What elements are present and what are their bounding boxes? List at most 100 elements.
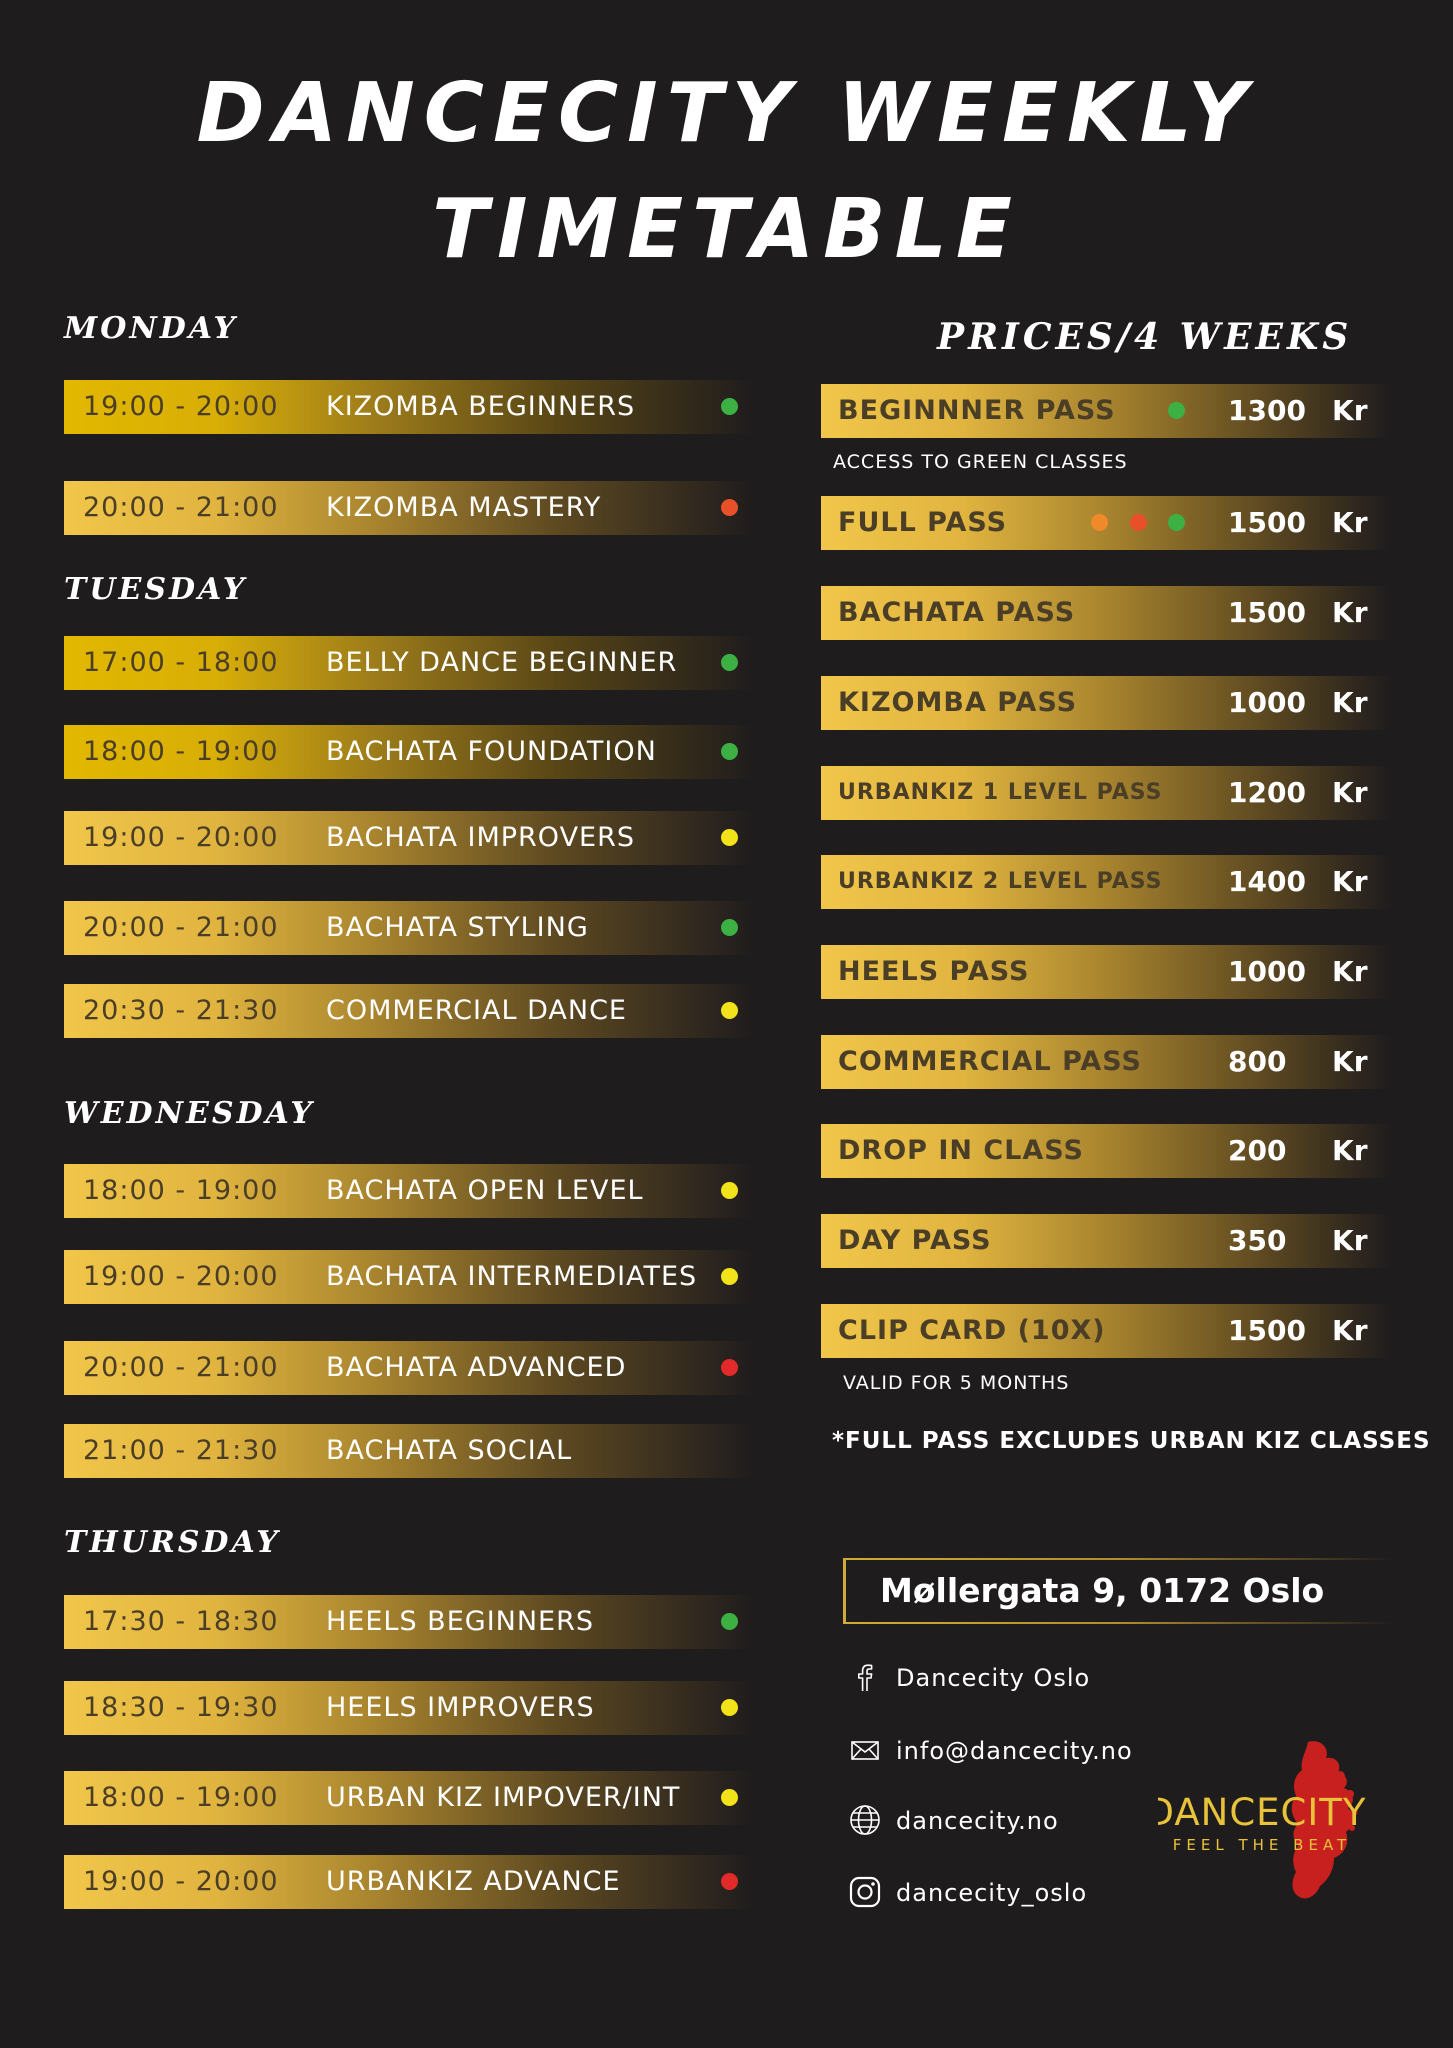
level-dot <box>1168 514 1185 531</box>
price-currency: Kr <box>1332 955 1368 988</box>
class-row: 20:00 - 21:00 BACHATA ADVANCED <box>64 1341 754 1395</box>
price-value: 1000 <box>1228 686 1306 719</box>
price-name: FULL PASS <box>838 507 1008 538</box>
price-name: CLIP CARD (10X) <box>838 1315 1106 1346</box>
price-currency: Kr <box>1332 1224 1368 1257</box>
class-name: BACHATA OPEN LEVEL <box>326 1175 644 1206</box>
level-dot <box>721 1268 738 1285</box>
class-row: 21:00 - 21:30 BACHATA SOCIAL <box>64 1424 754 1478</box>
level-dot <box>1168 402 1185 419</box>
class-time: 20:00 - 21:00 <box>83 1352 279 1383</box>
mail-icon <box>851 1741 879 1760</box>
logo-wordmark: DANCECITY <box>1158 1791 1367 1834</box>
class-row: 20:30 - 21:30 COMMERCIAL DANCE <box>64 984 754 1038</box>
class-row: 20:00 - 21:00 KIZOMBA MASTERY <box>64 481 754 535</box>
price-currency: Kr <box>1332 394 1368 427</box>
class-name: BACHATA INTERMEDIATES <box>326 1261 698 1292</box>
class-row: 18:00 - 19:00 BACHATA OPEN LEVEL <box>64 1164 754 1218</box>
class-time: 18:00 - 19:00 <box>83 1782 279 1813</box>
class-name: URBANKIZ ADVANCE <box>326 1866 621 1897</box>
price-currency: Kr <box>1332 686 1368 719</box>
class-row: 19:00 - 20:00 BACHATA IMPROVERS <box>64 811 754 865</box>
price-value: 1400 <box>1228 865 1306 898</box>
class-name: BACHATA ADVANCED <box>326 1352 627 1383</box>
level-dot <box>1091 514 1108 531</box>
class-time: 20:00 - 21:00 <box>83 492 279 523</box>
class-time: 19:00 - 20:00 <box>83 1261 279 1292</box>
level-dot <box>721 654 738 671</box>
price-name: URBANKIZ 1 LEVEL PASS <box>838 780 1163 805</box>
address-box: Møllergata 9, 0172 Oslo <box>843 1558 1394 1624</box>
price-name: COMMERCIAL PASS <box>838 1046 1142 1077</box>
level-dot <box>721 1002 738 1019</box>
class-time: 19:00 - 20:00 <box>83 1866 279 1897</box>
price-name: HEELS PASS <box>838 956 1030 987</box>
class-name: BELLY DANCE BEGINNER <box>326 647 678 678</box>
class-time: 19:00 - 20:00 <box>83 822 279 853</box>
class-row: 18:30 - 19:30 HEELS IMPROVERS <box>64 1681 754 1735</box>
price-value: 1200 <box>1228 776 1306 809</box>
class-time: 21:00 - 21:30 <box>83 1435 279 1466</box>
instagram-icon <box>849 1876 881 1908</box>
price-row: BEGINNNER PASS 1300 Kr <box>821 384 1391 438</box>
price-row: CLIP CARD (10X) 1500 Kr <box>821 1304 1391 1358</box>
class-time: 20:30 - 21:30 <box>83 995 279 1026</box>
dancecity-logo: DANCECITY FEEL THE BEAT <box>1158 1741 1367 1899</box>
class-time: 18:00 - 19:00 <box>83 1175 279 1206</box>
facebook-icon <box>858 1664 873 1691</box>
class-row: 19:00 - 20:00 KIZOMBA BEGINNERS <box>64 380 754 434</box>
price-value: 200 <box>1228 1134 1287 1167</box>
day-heading-monday: MONDAY <box>64 311 238 346</box>
class-time: 18:30 - 19:30 <box>83 1692 279 1723</box>
class-time: 18:00 - 19:00 <box>83 736 279 767</box>
class-row: 17:00 - 18:00 BELLY DANCE BEGINNER <box>64 636 754 690</box>
beginner-pass-note: ACCESS TO GREEN CLASSES <box>833 451 1128 473</box>
class-time: 17:30 - 18:30 <box>83 1606 279 1637</box>
price-name: DROP IN CLASS <box>838 1135 1084 1166</box>
level-dot <box>721 829 738 846</box>
price-name: URBANKIZ 2 LEVEL PASS <box>838 869 1163 894</box>
level-dot <box>721 1789 738 1806</box>
price-currency: Kr <box>1332 1045 1368 1078</box>
class-name: BACHATA SOCIAL <box>326 1435 573 1466</box>
price-value: 800 <box>1228 1045 1287 1078</box>
class-row: 19:00 - 20:00 URBANKIZ ADVANCE <box>64 1855 754 1909</box>
level-dot <box>721 1613 738 1630</box>
class-name: BACHATA FOUNDATION <box>326 736 657 767</box>
price-value: 1500 <box>1228 596 1306 629</box>
day-heading-thursday: THURSDAY <box>64 1525 281 1560</box>
level-dot <box>721 1182 738 1199</box>
class-name: URBAN KIZ IMPOVER/INT <box>326 1782 681 1813</box>
price-currency: Kr <box>1332 506 1368 539</box>
class-row: 18:00 - 19:00 BACHATA FOUNDATION <box>64 725 754 779</box>
class-row: 18:00 - 19:00 URBAN KIZ IMPOVER/INT <box>64 1771 754 1825</box>
level-dot <box>721 499 738 516</box>
website-text: dancecity.no <box>896 1807 1059 1835</box>
email-text: info@dancecity.no <box>896 1737 1133 1765</box>
price-row: COMMERCIAL PASS 800 Kr <box>821 1035 1391 1089</box>
price-name: KIZOMBA PASS <box>838 687 1078 718</box>
price-value: 350 <box>1228 1224 1287 1257</box>
price-currency: Kr <box>1332 1314 1368 1347</box>
level-dot <box>721 398 738 415</box>
instagram-text: dancecity_oslo <box>896 1879 1088 1907</box>
price-row: KIZOMBA PASS 1000 Kr <box>821 676 1391 730</box>
price-row: DAY PASS 350 Kr <box>821 1214 1391 1268</box>
price-currency: Kr <box>1332 776 1368 809</box>
day-heading-wednesday: WEDNESDAY <box>64 1096 315 1131</box>
prices-heading: PRICES/4 WEEKS <box>937 316 1353 358</box>
class-time: 20:00 - 21:00 <box>83 912 279 943</box>
price-row: HEELS PASS 1000 Kr <box>821 945 1391 999</box>
address-text: Møllergata 9, 0172 Oslo <box>880 1571 1325 1610</box>
level-dot <box>721 919 738 936</box>
class-row: 20:00 - 21:00 BACHATA STYLING <box>64 901 754 955</box>
price-row: URBANKIZ 2 LEVEL PASS 1400 Kr <box>821 855 1391 909</box>
level-dot <box>721 1699 738 1716</box>
class-name: HEELS BEGINNERS <box>326 1606 595 1637</box>
class-time: 17:00 - 18:00 <box>83 647 279 678</box>
price-row: URBANKIZ 1 LEVEL PASS 1200 Kr <box>821 766 1391 820</box>
day-heading-tuesday: TUESDAY <box>64 572 248 607</box>
level-dot <box>721 1873 738 1890</box>
price-value: 1300 <box>1228 394 1306 427</box>
class-row: 17:30 - 18:30 HEELS BEGINNERS <box>64 1595 754 1649</box>
